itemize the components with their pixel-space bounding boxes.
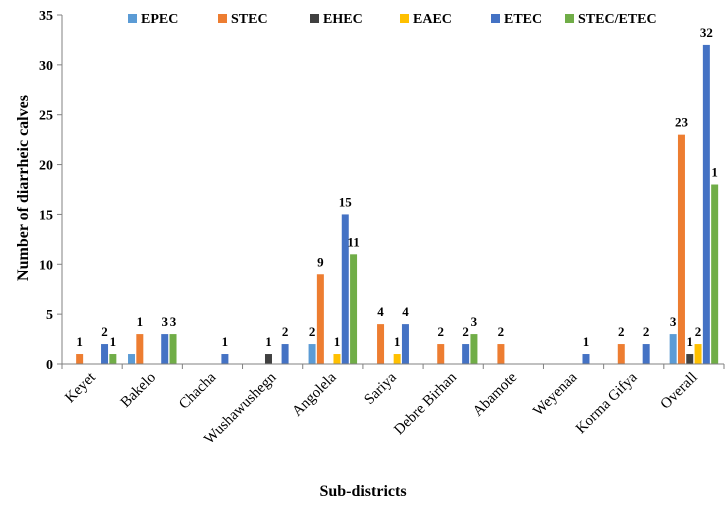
bar <box>694 344 702 364</box>
data-label: 11 <box>347 234 359 249</box>
legend-swatch <box>310 14 319 23</box>
bar <box>221 354 229 364</box>
x-tick-label: Abamote <box>470 369 520 419</box>
legend-swatch <box>218 14 227 23</box>
bar <box>686 354 694 364</box>
x-tick-label: Keyet <box>62 369 99 406</box>
legend-label: STEC <box>231 12 268 27</box>
data-label: 2 <box>101 324 108 339</box>
data-label: 2 <box>618 324 625 339</box>
x-tick-label: Weyenaa <box>530 369 580 419</box>
legend-label: EHEC <box>323 12 363 27</box>
data-label: 3 <box>161 314 168 329</box>
x-tick-label: Chacha <box>176 369 219 412</box>
legend-swatch <box>565 14 574 23</box>
bar <box>101 344 109 364</box>
bar <box>437 344 445 364</box>
bar <box>462 344 470 364</box>
data-label: 32 <box>700 25 713 40</box>
bar <box>677 134 685 364</box>
bar <box>377 324 385 364</box>
data-label: 2 <box>643 324 650 339</box>
data-label: 1 <box>265 334 272 349</box>
data-label: 9 <box>317 254 324 269</box>
bar <box>350 254 358 364</box>
y-axis: 0 5 10 15 20 25 30 35 <box>39 9 63 373</box>
bar <box>109 354 117 364</box>
bar <box>341 214 349 364</box>
data-label: 2 <box>309 324 316 339</box>
bar <box>642 344 650 364</box>
data-label: 2 <box>695 324 702 339</box>
data-label: 2 <box>437 324 444 339</box>
data-label: 2 <box>282 324 289 339</box>
bar <box>264 354 272 364</box>
bar <box>582 354 590 364</box>
legend-swatch <box>491 14 500 23</box>
data-label: 2 <box>498 324 505 339</box>
y-tick-label: 10 <box>39 258 53 273</box>
x-tick-label: Angolela <box>289 369 339 419</box>
data-label: 1 <box>137 314 144 329</box>
bar <box>617 344 625 364</box>
bar <box>128 354 136 364</box>
legend-label: STEC/ETEC <box>578 12 657 27</box>
data-label: 1 <box>76 334 83 349</box>
data-label: 15 <box>339 194 353 209</box>
legend: EPEC STEC EHEC EAEC ETEC STEC/ETEC <box>128 12 657 27</box>
bar <box>316 274 324 364</box>
y-tick-label: 5 <box>46 308 53 323</box>
y-tick-label: 0 <box>46 358 53 373</box>
x-tick-label: Sariya <box>361 369 400 408</box>
data-label: 1 <box>394 334 401 349</box>
bar <box>161 334 169 364</box>
legend-label: EPEC <box>141 12 178 27</box>
bar <box>497 344 505 364</box>
data-label: 2 <box>462 324 469 339</box>
legend-label: EAEC <box>413 12 452 27</box>
data-label: 3 <box>670 314 677 329</box>
bar <box>76 354 84 364</box>
y-tick-label: 20 <box>39 159 53 174</box>
data-label: 3 <box>471 314 478 329</box>
bar <box>169 334 177 364</box>
data-label: 1 <box>222 334 229 349</box>
legend-swatch <box>400 14 409 23</box>
data-label: 1 <box>334 334 341 349</box>
y-tick-label: 25 <box>39 109 53 124</box>
bar <box>702 44 710 365</box>
bar <box>136 334 144 364</box>
y-tick-label: 35 <box>39 9 53 24</box>
x-tick-label: Korma Gifya <box>573 369 641 437</box>
data-label: 1 <box>583 334 590 349</box>
x-tick-label: Bakelo <box>118 370 159 411</box>
data-label: 1 <box>110 334 117 349</box>
y-tick-label: 15 <box>39 208 53 223</box>
bar <box>669 334 677 364</box>
bar <box>281 344 289 364</box>
data-label: 4 <box>402 304 409 319</box>
x-tick-label: Debre Birhan <box>391 369 460 438</box>
data-label: 1 <box>687 334 694 349</box>
y-tick-label: 30 <box>39 59 53 74</box>
bar <box>333 354 341 364</box>
data-label: 4 <box>377 304 384 319</box>
x-tick-label: Overall <box>658 370 701 413</box>
data-label: 3 <box>170 314 177 329</box>
y-axis-title: Number of diarrheic calves <box>15 95 32 281</box>
x-axis-title: Sub-districts <box>319 483 406 500</box>
bar <box>401 324 409 364</box>
bar <box>308 344 316 364</box>
data-label: 1 <box>711 165 718 180</box>
bar <box>470 334 478 364</box>
legend-swatch <box>128 14 137 23</box>
data-label: 23 <box>675 115 689 130</box>
bar <box>711 184 719 364</box>
bar <box>393 354 401 364</box>
legend-label: ETEC <box>504 12 542 27</box>
